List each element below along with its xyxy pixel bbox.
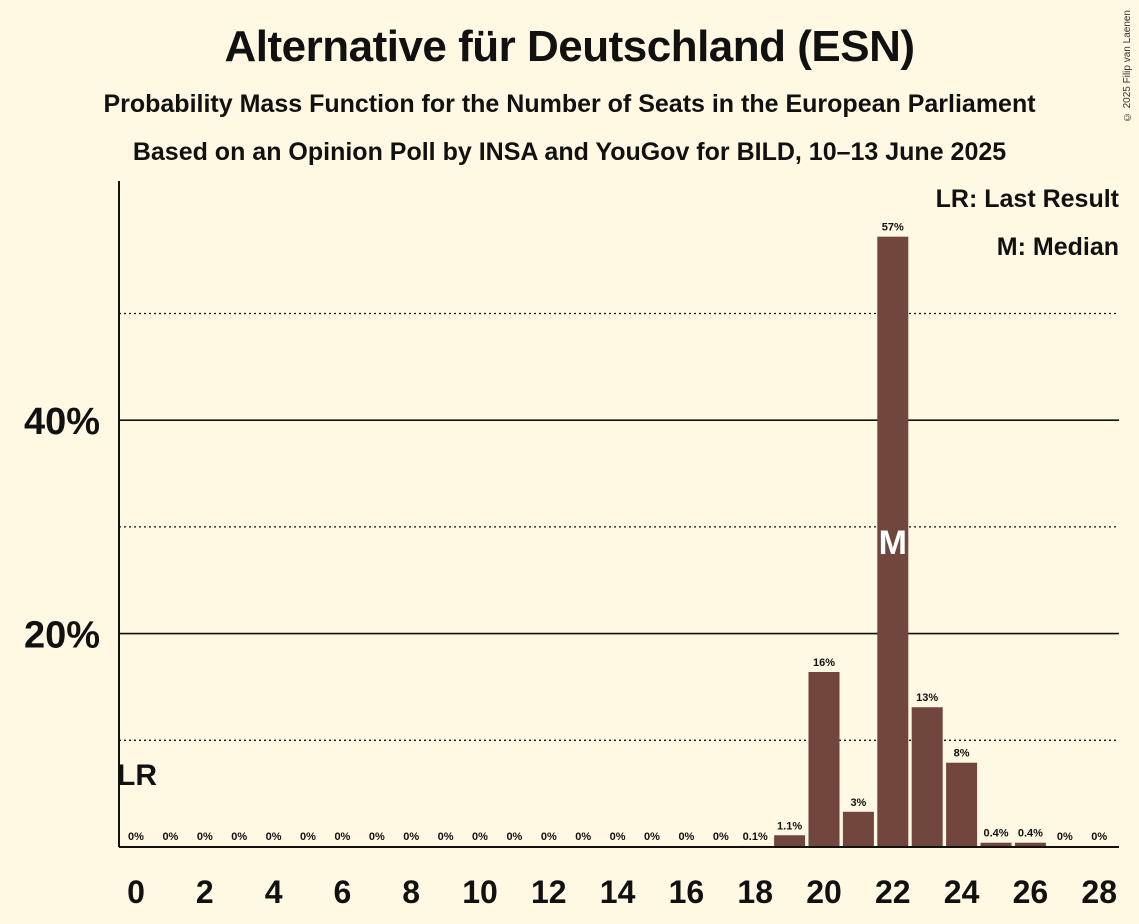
x-tick-label: 14 — [600, 874, 636, 910]
bar-seat-24 — [946, 762, 978, 847]
data-label: 0% — [231, 831, 247, 843]
x-tick-label: 28 — [1081, 874, 1117, 910]
x-tick-label: 16 — [669, 874, 705, 910]
data-label: 0.4% — [983, 828, 1008, 840]
x-tick-label: 2 — [196, 874, 214, 910]
x-tick-label: 4 — [265, 874, 283, 910]
data-label: 0% — [1091, 831, 1107, 843]
data-label: 0% — [300, 831, 316, 843]
x-tick-label: 6 — [334, 874, 352, 910]
median-marker: M — [879, 524, 907, 562]
data-label: 16% — [813, 657, 835, 669]
data-label: 0% — [610, 831, 626, 843]
data-label: 0% — [197, 831, 213, 843]
x-tick-label: 26 — [1013, 874, 1049, 910]
data-label: 0% — [403, 831, 419, 843]
bar-seat-19 — [774, 835, 806, 847]
bar-seat-21 — [842, 811, 874, 847]
x-tick-label: 0 — [127, 874, 145, 910]
data-label: 57% — [882, 222, 904, 234]
chart-subtitle: Probability Mass Function for the Number… — [103, 90, 1036, 118]
x-tick-label: 20 — [806, 874, 842, 910]
data-label: 0.4% — [1018, 828, 1043, 840]
bar-seat-22 — [877, 236, 909, 847]
data-label: 0% — [644, 831, 660, 843]
bar-seat-20 — [808, 672, 840, 847]
data-label: 3% — [850, 797, 866, 809]
y-tick-label: 40% — [24, 401, 100, 443]
data-label: 0% — [369, 831, 385, 843]
data-label: 0% — [438, 831, 454, 843]
data-label: 0% — [162, 831, 178, 843]
data-label: 0% — [575, 831, 591, 843]
chart-title: Alternative für Deutschland (ESN) — [224, 22, 915, 71]
x-tick-label: 8 — [402, 874, 420, 910]
data-label: 0% — [1057, 831, 1073, 843]
bar-seat-25 — [980, 842, 1012, 847]
x-tick-label: 10 — [462, 874, 498, 910]
data-label: 0% — [472, 831, 488, 843]
data-label: 0% — [334, 831, 350, 843]
x-tick-label: 12 — [531, 874, 567, 910]
legend-last-result: LR: Last Result — [935, 185, 1119, 213]
x-tick-label: 18 — [737, 874, 773, 910]
data-label: 8% — [954, 748, 970, 760]
data-label: 0% — [678, 831, 694, 843]
data-label: 0% — [713, 831, 729, 843]
data-label: 0% — [266, 831, 282, 843]
data-label: 1.1% — [777, 820, 802, 832]
legend-median: M: Median — [996, 233, 1119, 261]
chart-source-line: Based on an Opinion Poll by INSA and You… — [132, 138, 1007, 166]
data-label: 0% — [506, 831, 522, 843]
data-label: 0% — [541, 831, 557, 843]
bar-seat-26 — [1014, 842, 1046, 847]
data-label: 0% — [128, 831, 144, 843]
data-label: 0.1% — [743, 831, 768, 843]
bar-seat-23 — [911, 707, 943, 847]
x-tick-label: 22 — [875, 874, 911, 910]
data-label: 13% — [916, 692, 938, 704]
last-result-marker: LR — [117, 759, 157, 792]
x-tick-label: 24 — [944, 874, 980, 910]
y-tick-label: 20% — [24, 615, 100, 657]
